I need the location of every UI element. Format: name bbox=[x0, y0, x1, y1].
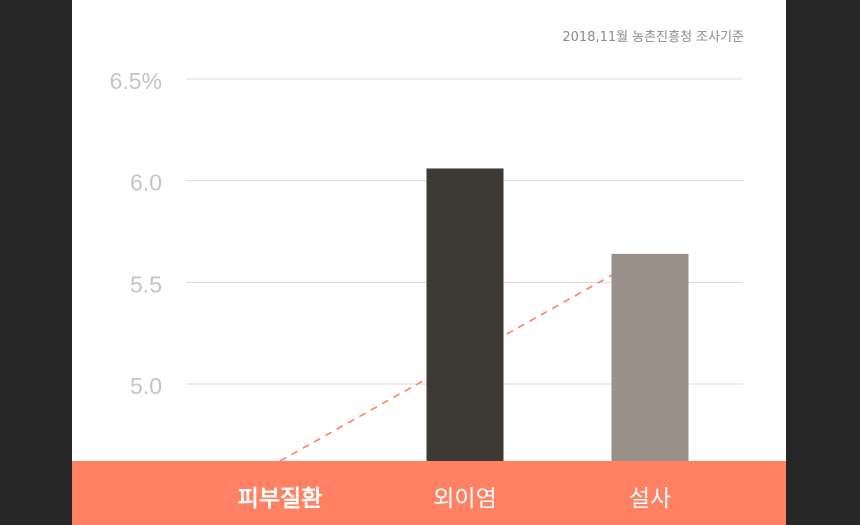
category-label-3[interactable]: 설사 bbox=[628, 486, 672, 512]
bar-chart: 6.5% 6.0 5.5 5.0 bbox=[110, 68, 743, 462]
y-tick-label: 6.5% bbox=[110, 68, 162, 94]
category-label-1[interactable]: 피부질환 bbox=[237, 486, 323, 512]
bar-설사 bbox=[611, 253, 689, 461]
bar-외이염 bbox=[426, 168, 504, 461]
y-tick-label: 5.5 bbox=[130, 271, 162, 297]
category-label-2[interactable]: 외이염 bbox=[433, 486, 497, 512]
category-bar: 피부질환 외이염 설사 bbox=[72, 461, 786, 525]
y-tick-label: 6.0 bbox=[130, 170, 162, 196]
y-tick-label: 5.0 bbox=[130, 373, 162, 399]
source-note: 2018,11월 농촌진흥청 조사기준 bbox=[562, 30, 744, 45]
chart-panel: 2018,11월 농촌진흥청 조사기준 6.5% 6.0 5.5 5.0 피부질환 외이… bbox=[72, 0, 786, 525]
